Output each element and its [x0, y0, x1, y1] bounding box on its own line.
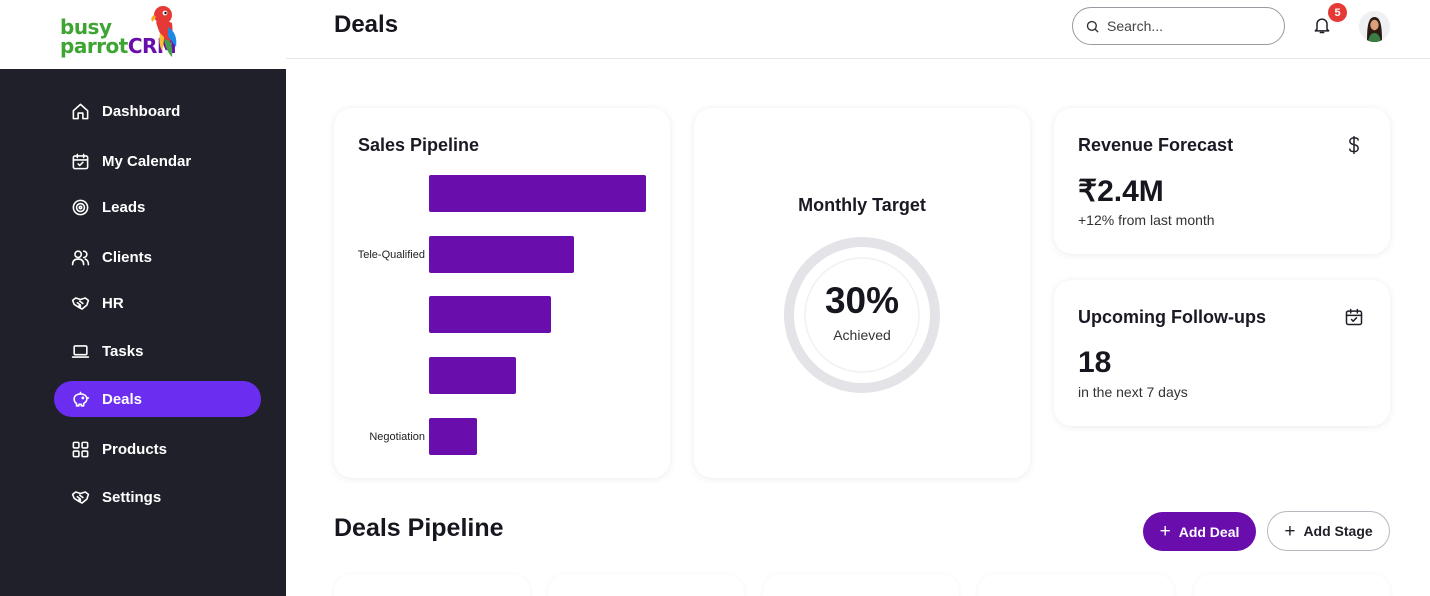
avatar[interactable] — [1359, 11, 1390, 42]
sidebar-item-hr[interactable]: HR — [54, 285, 261, 321]
followups-value: 18 — [1078, 346, 1112, 379]
progress-ring — [784, 237, 940, 393]
add-deal-button[interactable]: + Add Deal — [1143, 512, 1256, 551]
notifications-button[interactable] — [1312, 15, 1334, 37]
sidebar: busy parrotCRM Dashboard My Calendar Lea… — [0, 0, 286, 596]
search-box[interactable] — [1072, 7, 1285, 45]
sidebar-item-settings[interactable]: Settings — [54, 479, 261, 515]
sales-pipeline-card: Sales Pipeline Tele-Qualified Negotiation — [334, 108, 670, 478]
calendar-icon — [70, 151, 90, 171]
sales-pipeline-title: Sales Pipeline — [358, 135, 480, 155]
notification-badge: 5 — [1328, 3, 1347, 22]
dollar-icon — [1344, 135, 1366, 157]
sidebar-item-label: Deals — [102, 390, 143, 408]
pipeline-bar — [429, 175, 646, 212]
pipeline-stage-column — [334, 574, 530, 596]
add-deal-label: Add Deal — [1178, 523, 1240, 540]
logo[interactable]: busy parrotCRM — [0, 0, 286, 69]
sidebar-item-tasks[interactable]: Tasks — [54, 333, 261, 369]
pipeline-bar-label: Negotiation — [369, 430, 425, 443]
followups-note: in the next 7 days — [1078, 384, 1188, 400]
handshake-icon — [70, 487, 90, 507]
bell-icon — [1314, 18, 1330, 34]
monthly-target-value: 30% — [824, 280, 900, 321]
revenue-forecast-note: +12% from last month — [1078, 212, 1215, 228]
home-icon — [70, 101, 90, 121]
parrot-logo-icon — [151, 6, 177, 57]
add-stage-button[interactable]: + Add Stage — [1267, 511, 1390, 551]
pipeline-bar — [429, 296, 551, 334]
search-icon — [1086, 20, 1099, 33]
page-title: Deals — [334, 11, 399, 38]
progress-ring-inner — [804, 257, 920, 373]
target-icon — [70, 197, 90, 217]
add-stage-label: Add Stage — [1303, 523, 1373, 539]
sidebar-item-label: Tasks — [102, 342, 144, 360]
followups-card: Upcoming Follow-ups 18 in the next 7 day… — [1054, 280, 1390, 426]
plus-icon: + — [1284, 520, 1296, 542]
plus-icon: + — [1159, 521, 1171, 542]
sidebar-item-label: Clients — [102, 248, 153, 266]
handshake-icon — [70, 293, 90, 313]
sidebar-item-clients[interactable]: Clients — [54, 239, 261, 275]
revenue-forecast-card: Revenue Forecast ₹2.4M +12% from last mo… — [1054, 108, 1390, 254]
search-input[interactable] — [1107, 18, 1267, 34]
users-icon — [70, 247, 90, 267]
pipeline-stage-column — [978, 574, 1174, 596]
revenue-forecast-value: ₹2.4M — [1078, 175, 1164, 208]
sidebar-item-label: Settings — [102, 488, 162, 506]
grid-icon — [70, 439, 90, 459]
top-header: Deals 5 — [286, 0, 1430, 59]
pipeline-stage-column — [1194, 574, 1390, 596]
pipeline-bar — [429, 417, 477, 455]
sidebar-item-label: HR — [102, 294, 124, 312]
sidebar-item-dashboard[interactable]: Dashboard — [54, 93, 261, 129]
sidebar-item-label: Products — [102, 440, 168, 458]
sidebar-item-products[interactable]: Products — [54, 431, 261, 467]
followups-title: Upcoming Follow-ups — [1078, 307, 1266, 327]
pipeline-bar — [429, 357, 516, 395]
user-avatar-icon — [1359, 11, 1390, 42]
pipeline-stage-column — [548, 574, 744, 596]
revenue-forecast-title: Revenue Forecast — [1078, 135, 1234, 155]
laptop-icon — [70, 341, 90, 361]
piggy-bank-icon — [70, 389, 90, 409]
monthly-target-card: Monthly Target 30% Achieved — [694, 108, 1030, 478]
deals-pipeline-title: Deals Pipeline — [334, 514, 504, 542]
calendar-check-icon — [1344, 307, 1366, 329]
logo-parrot-text: parrot — [60, 34, 128, 58]
pipeline-stage-column — [763, 574, 959, 596]
progress-ring-track — [784, 237, 940, 393]
sidebar-item-label: My Calendar — [102, 152, 192, 170]
sidebar-item-deals[interactable]: Deals — [54, 381, 261, 417]
sidebar-item-leads[interactable]: Leads — [54, 189, 261, 225]
pipeline-bar — [429, 235, 575, 273]
sidebar-item-label: Dashboard — [102, 102, 181, 120]
pipeline-bar-label: Tele-Qualified — [357, 248, 425, 261]
monthly-target-title: Monthly Target — [798, 195, 926, 215]
sidebar-item-label: Leads — [102, 198, 146, 216]
sidebar-item-my-calendar[interactable]: My Calendar — [54, 143, 261, 179]
logo-line1: busy — [60, 15, 112, 39]
monthly-target-subtitle: Achieved — [833, 327, 891, 343]
